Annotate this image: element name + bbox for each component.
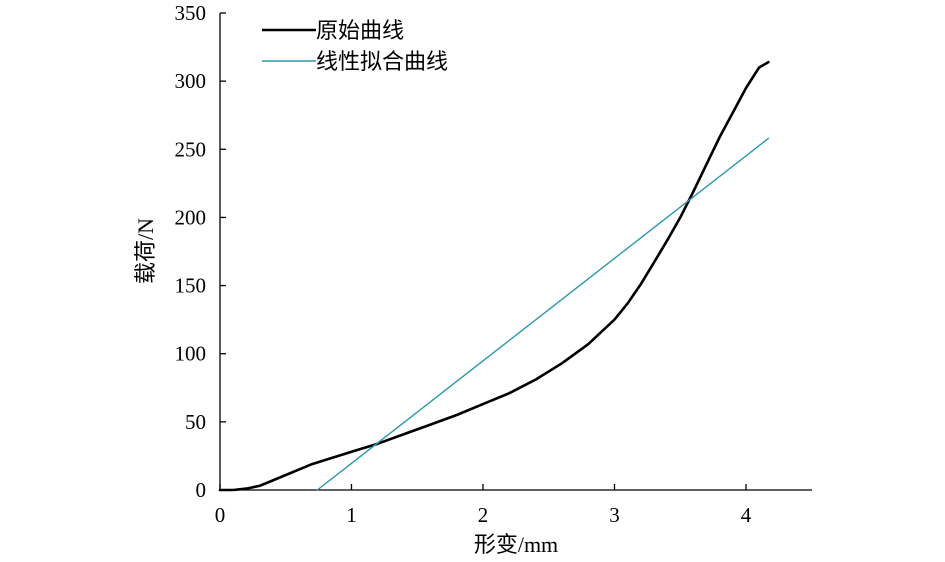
y-tick-label: 250 (175, 137, 207, 161)
y-axis-title: 载荷/N (133, 218, 158, 284)
y-tick-label: 200 (175, 205, 207, 229)
x-tick-label: 0 (215, 503, 226, 527)
y-ticks: 0 50 100 150 200 250 300 350 (175, 1, 226, 502)
x-tick-label: 1 (346, 503, 357, 527)
x-tick-label: 2 (478, 503, 489, 527)
y-tick-label: 0 (196, 478, 207, 502)
series-line-1 (218, 60, 770, 492)
x-axis: 0 1 2 3 4 (215, 484, 812, 527)
x-tick-label: 3 (609, 503, 620, 527)
y-tick-label: 300 (175, 69, 207, 93)
y-tick-label: 50 (185, 410, 206, 434)
series-layer (218, 60, 770, 492)
y-tick-label: 350 (175, 1, 207, 25)
x-tick-label: 4 (741, 503, 752, 527)
y-tick-label: 100 (175, 342, 207, 366)
series-line-2 (316, 137, 770, 491)
y-tick-label: 150 (175, 274, 207, 298)
legend-label-2: 线性拟合曲线 (316, 49, 448, 74)
legend-label-1: 原始曲线 (316, 18, 404, 43)
x-axis-title: 形变/mm (474, 532, 558, 557)
y-axis: 0 50 100 150 200 250 300 350 (175, 1, 226, 502)
